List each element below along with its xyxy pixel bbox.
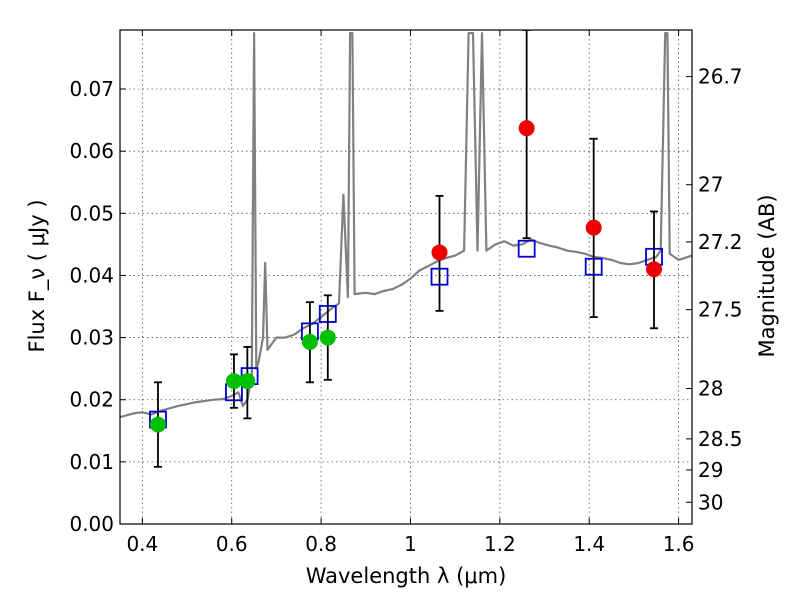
y-tick-label: 0.04 (69, 263, 114, 287)
x-tick-label: 1.6 (663, 532, 695, 556)
spectrum-line (120, 32, 692, 419)
red-data-point (518, 120, 535, 137)
model-box-marker (517, 239, 536, 258)
y-axis-label: Flux F_ν ( μJy ) (25, 199, 50, 352)
y2-tick-label: 28 (698, 377, 723, 401)
y-tick-label: 0.00 (69, 512, 114, 536)
model-box-marker (430, 267, 449, 286)
y2-axis-label: Magnitude (AB) (755, 194, 779, 357)
x-tick-label: 0.4 (126, 532, 158, 556)
red-data-point (585, 219, 602, 236)
green-data-point (319, 329, 336, 346)
grid (120, 30, 692, 525)
model-box-marker (584, 257, 603, 276)
x-tick-label: 0.6 (216, 532, 248, 556)
y2-tick-label: 30 (698, 490, 723, 514)
red-data-point (646, 261, 663, 278)
axis-ticks: 0.4 0.6 0.8 1 1.2 1.4 1.6 0.00 0.01 0.02 0.03 0.04 0… (69, 30, 743, 556)
y-tick-label: 0.07 (69, 77, 114, 101)
x-axis-label: Wavelength λ (μm) (306, 564, 507, 588)
y-tick-label: 0.06 (69, 139, 114, 163)
plot-area (120, 30, 692, 468)
plot-frame (119, 29, 693, 525)
y2-tick-label: 29 (698, 458, 723, 482)
y-tick-label: 0.05 (69, 201, 114, 225)
y2-tick-label: 27.5 (698, 298, 743, 322)
model-box-marker (318, 305, 337, 323)
green-data-point (301, 333, 318, 350)
x-tick-label: 1.4 (573, 532, 605, 556)
y2-tick-label: 28.5 (698, 427, 743, 451)
x-tick-label: 0.8 (305, 532, 337, 556)
y-tick-label: 0.01 (69, 450, 114, 474)
y2-tick-label: 26.7 (698, 65, 743, 89)
y-tick-label: 0.03 (69, 326, 114, 350)
green-data-point (239, 373, 256, 390)
x-tick-label: 1.2 (484, 532, 516, 556)
green-data-point (225, 373, 242, 390)
green-data-point (149, 416, 166, 433)
y2-tick-label: 27 (698, 173, 723, 197)
x-tick-label: 1 (404, 532, 417, 556)
y2-tick-label: 27.2 (698, 230, 743, 254)
y-tick-label: 0.02 (69, 388, 114, 412)
red-data-point (431, 244, 448, 261)
